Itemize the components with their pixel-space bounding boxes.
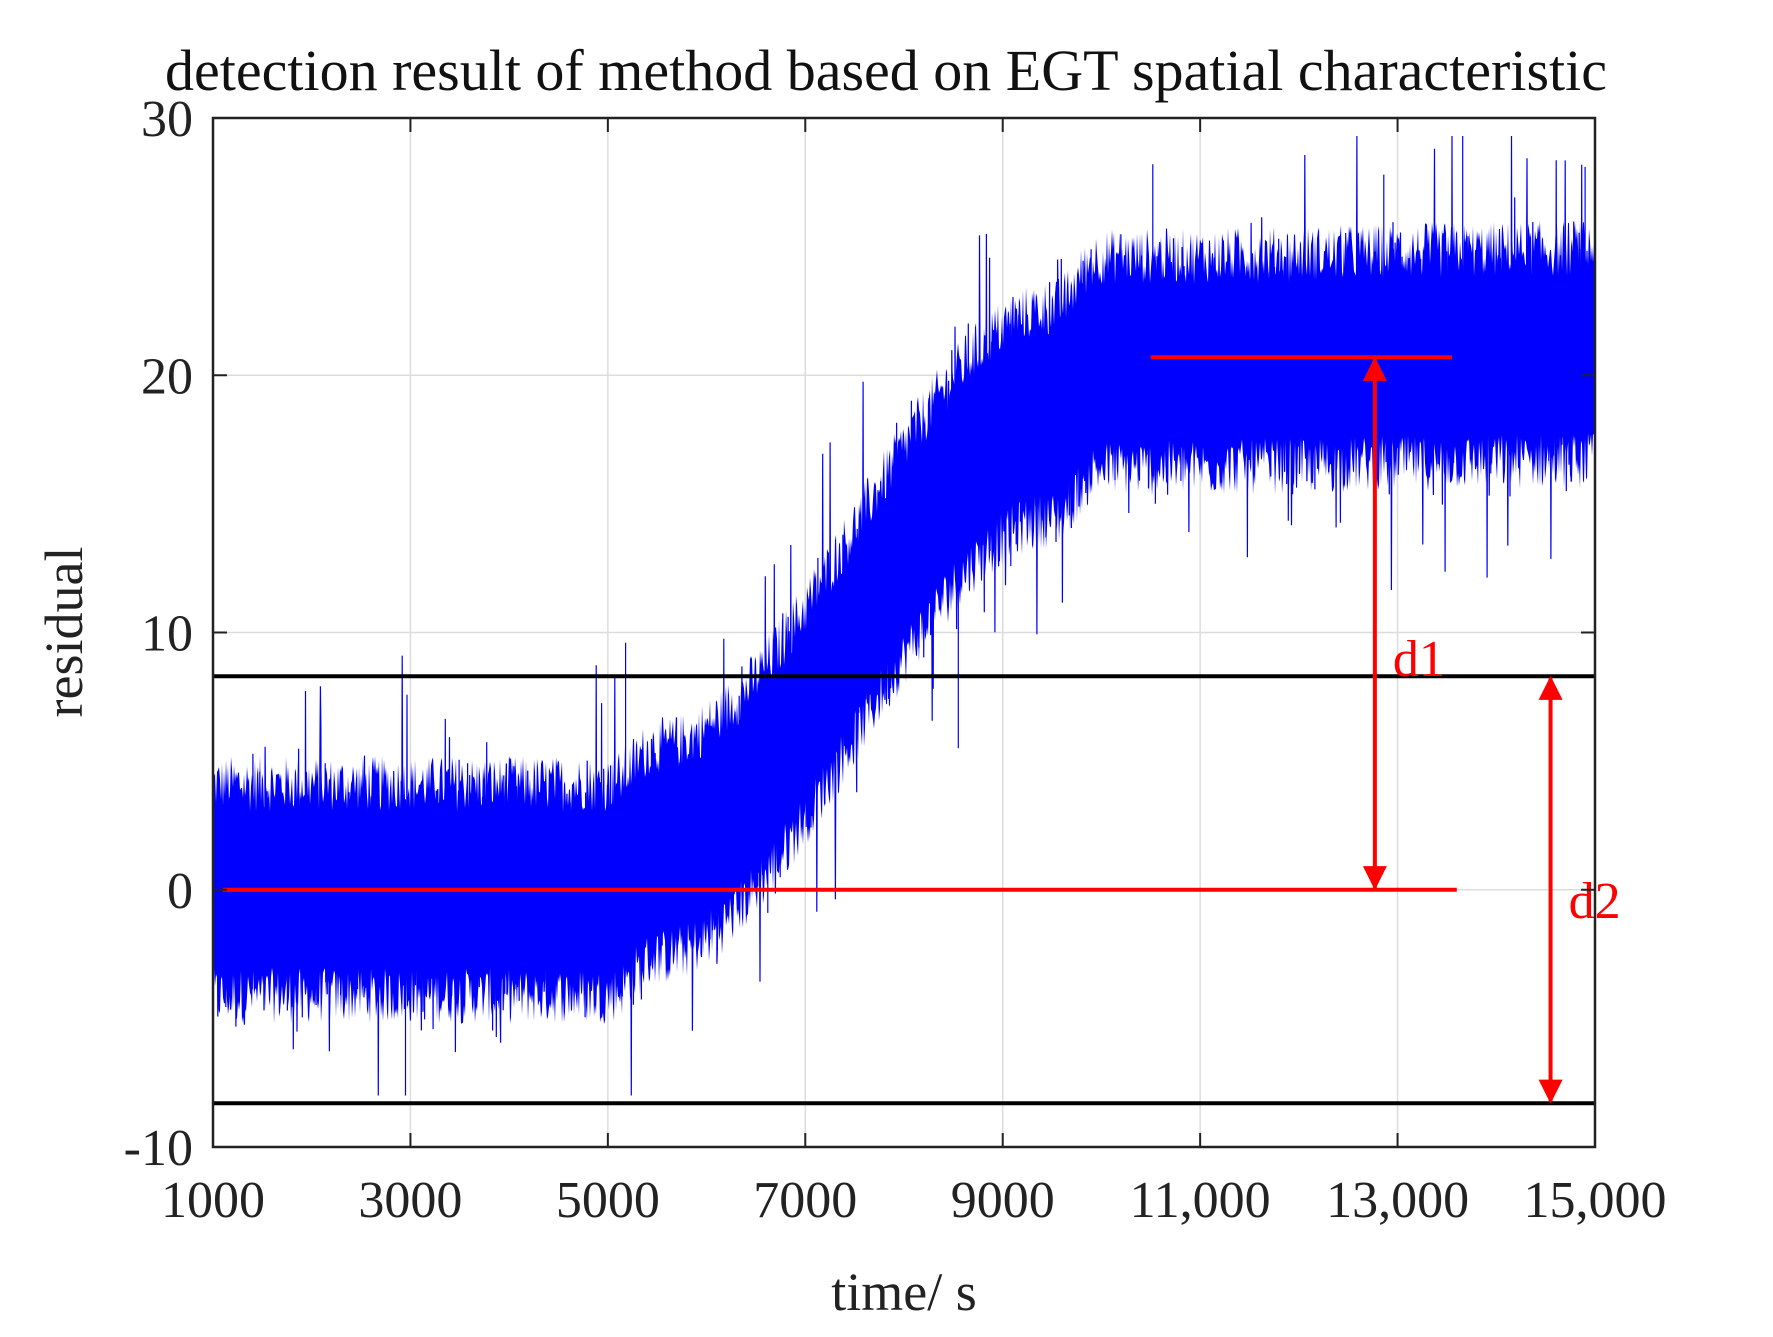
x-axis-label: time/ s [831, 1262, 977, 1322]
x-tick-label: 11,000 [1130, 1172, 1271, 1229]
x-tick-label: 9000 [951, 1172, 1055, 1229]
y-tick-label: -10 [124, 1120, 193, 1177]
x-tick-label: 3000 [358, 1172, 462, 1229]
x-tick-label: 1000 [161, 1172, 265, 1229]
y-tick-label: 30 [141, 91, 193, 148]
series-residual-spikes [213, 135, 1595, 1096]
y-axis-label: residual [34, 547, 94, 718]
x-tick-label: 15,000 [1524, 1172, 1667, 1229]
x-tick-label: 7000 [753, 1172, 857, 1229]
chart-title: detection result of method based on EGT … [165, 38, 1607, 103]
annotation-label-d1: d1 [1393, 631, 1445, 688]
x-tick-label: 13,000 [1326, 1172, 1469, 1229]
y-tick-label: 0 [167, 863, 193, 920]
y-tick-label: 20 [141, 348, 193, 405]
mean-lines [222, 355, 1457, 892]
y-tick-label: 10 [141, 606, 193, 663]
x-tick-label: 5000 [556, 1172, 660, 1229]
axis-ticks: 1000 3000 5000 7000 9000 11,000 13,000 15,000 -1… [124, 91, 1667, 1229]
